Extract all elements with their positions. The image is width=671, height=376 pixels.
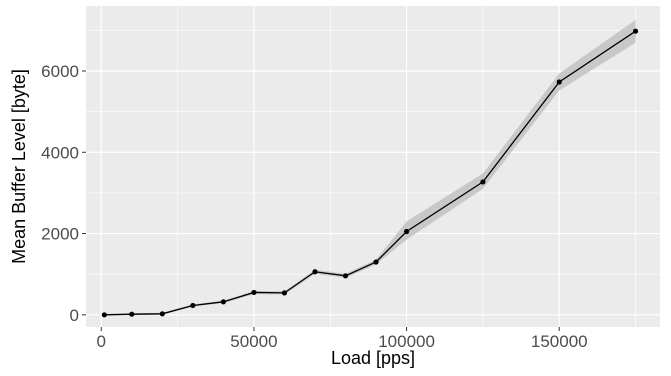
y-tick-label: 6000 xyxy=(41,62,79,81)
data-point xyxy=(556,79,562,85)
y-axis-ticks: 0 2000 4000 6000 xyxy=(41,62,86,325)
data-point xyxy=(632,28,639,34)
data-point xyxy=(281,290,288,296)
x-tick-label: 100000 xyxy=(378,332,435,351)
minor-gridlines xyxy=(86,6,660,327)
x-axis-ticks: 0 50000 100000 150000 xyxy=(97,327,588,351)
data-point xyxy=(373,259,379,265)
x-axis-title: Load [pps] xyxy=(331,348,415,368)
data-point xyxy=(312,269,318,275)
data-point xyxy=(159,311,165,317)
data-point xyxy=(251,289,257,296)
data-point xyxy=(220,299,226,305)
y-tick-label: 0 xyxy=(70,306,79,325)
data-point xyxy=(190,302,196,309)
data-points xyxy=(101,28,639,318)
x-tick-label: 0 xyxy=(97,332,106,351)
data-point xyxy=(101,312,107,318)
data-point xyxy=(342,273,349,279)
y-tick-label: 2000 xyxy=(41,225,79,244)
major-gridlines xyxy=(86,6,660,327)
x-tick-label: 50000 xyxy=(230,332,277,351)
series-line xyxy=(104,30,636,316)
y-tick-label: 4000 xyxy=(41,143,79,162)
y-axis-title: Mean Buffer Level [byte] xyxy=(9,69,29,264)
data-point xyxy=(403,228,410,235)
x-tick-label: 150000 xyxy=(531,332,588,351)
data-point xyxy=(129,311,135,317)
data-point xyxy=(480,179,486,185)
plot-panel xyxy=(86,6,660,327)
